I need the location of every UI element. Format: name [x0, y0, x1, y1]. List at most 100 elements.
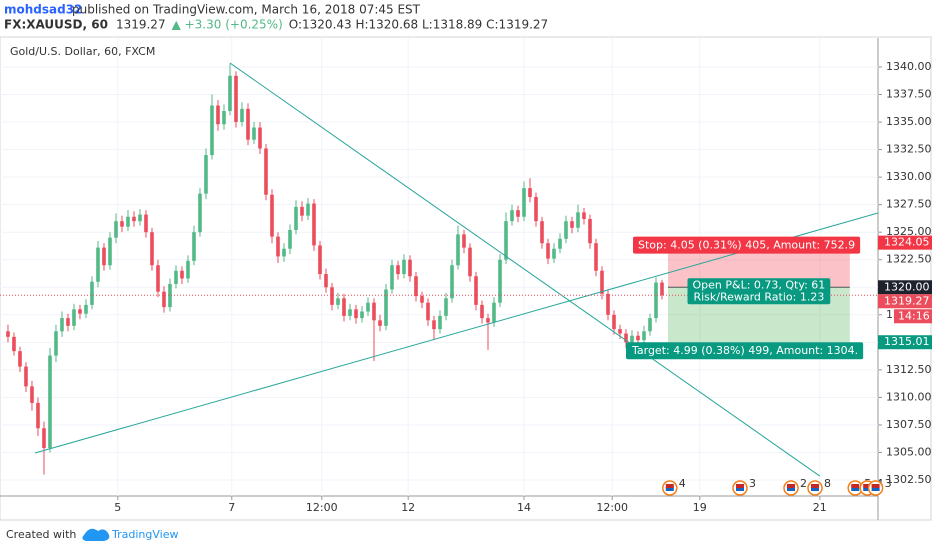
author[interactable]: mohdsad32: [4, 3, 82, 17]
price-tag: [878, 294, 932, 309]
x-tick-label: 12:00: [306, 501, 338, 514]
candle-body: [594, 243, 598, 271]
candle-body: [210, 105, 214, 156]
candle-body: [150, 232, 154, 266]
candle-body: [282, 248, 286, 257]
pnl-label: Open P&L: 0.73, Qty: 61: [692, 278, 825, 291]
candle-body: [414, 276, 418, 297]
candle-body: [54, 331, 58, 356]
candle-body: [276, 236, 280, 257]
candle-body: [450, 265, 454, 299]
candle-body: [288, 229, 292, 249]
event-flag: [665, 488, 674, 491]
candle-body: [492, 302, 496, 323]
target-label: Target: 4.99 (0.38%) 499, Amount: 1304.: [631, 344, 858, 357]
candle-body: [636, 335, 640, 341]
candle-body: [300, 206, 304, 216]
candle-body: [522, 188, 526, 217]
candle-body: [66, 318, 70, 326]
chart-frame: [0, 36, 932, 521]
candle-body: [528, 188, 532, 197]
candle-body: [486, 318, 490, 323]
candle-body: [12, 336, 16, 352]
candle-body: [576, 212, 580, 228]
candle-body: [24, 366, 28, 387]
candle-body: [504, 221, 508, 260]
candle-body: [474, 276, 478, 305]
candle-body: [36, 402, 40, 429]
candle-body: [558, 238, 562, 249]
price-tag-label: 1319.27: [884, 294, 930, 307]
candle-body: [42, 428, 46, 449]
candle-body: [366, 302, 370, 312]
event-count: 3: [885, 477, 892, 490]
candle-body: [564, 221, 568, 239]
candle-body: [48, 355, 52, 449]
header-value: 1319.27: [116, 18, 166, 32]
x-tick-label: 19: [693, 501, 707, 514]
candle-body: [216, 105, 220, 125]
candle-body: [372, 302, 376, 321]
plot: [0, 38, 878, 496]
y-tick-label: 1302.50: [886, 473, 932, 486]
y-tick-label: 1330.00: [886, 170, 932, 183]
candle-body: [132, 216, 136, 222]
candle-body: [264, 148, 268, 195]
candle-body: [426, 302, 430, 321]
countdown-bg: [894, 309, 932, 324]
published: published on TradingView.com, March 16, …: [72, 3, 421, 17]
event-flag: [871, 484, 880, 488]
candle-body: [582, 212, 586, 219]
candle-body: [420, 296, 424, 303]
candle-body: [126, 216, 130, 227]
candle-body: [438, 315, 442, 330]
candle-body: [60, 318, 64, 332]
candle-body: [354, 309, 358, 319]
price-tag-label: 1320.00: [884, 280, 930, 293]
y-tick-label: 1310.00: [886, 390, 932, 403]
event-flag: [851, 484, 860, 488]
header-value: O:1320.43 H:1320.68 L:1318.89 C:1319.27: [289, 18, 548, 32]
countdown: 14:16: [898, 309, 930, 322]
candle-body: [234, 75, 238, 123]
candle-body: [408, 259, 412, 277]
candle-body: [6, 331, 10, 337]
x-tick-label: 14: [517, 501, 531, 514]
candle-body: [318, 245, 322, 275]
y-tick-label: 1335.00: [886, 115, 932, 128]
rr-label: Risk/Reward Ratio: 1.23: [693, 290, 824, 303]
candle-body: [90, 281, 94, 305]
price-tag: [878, 280, 932, 295]
tv-logo: [82, 528, 110, 541]
y-tick-label: 1312.50: [886, 363, 932, 376]
candle-body: [156, 265, 160, 292]
y-tick-label: 1327.50: [886, 198, 932, 211]
chart-title: Gold/U.S. Dollar, 60, FXCM: [10, 45, 155, 58]
candle-body: [324, 274, 328, 288]
event-count: 2: [800, 477, 807, 490]
candle-body: [654, 282, 658, 319]
event-flag: [863, 488, 872, 491]
x-tick-label: 12:00: [596, 501, 628, 514]
y-tick-label: 1337.50: [886, 88, 932, 101]
candle-body: [432, 320, 436, 330]
footer-brand[interactable]: TradingView: [111, 528, 178, 541]
pnl-bg: [687, 278, 831, 305]
price-tag-label: 1324.05: [884, 236, 930, 249]
event-count: 8: [824, 477, 831, 490]
candle-body: [444, 298, 448, 316]
candle-body: [270, 194, 274, 237]
price-tag: [878, 235, 932, 250]
candle-body: [84, 304, 88, 314]
candle-body: [162, 291, 166, 308]
event-flag: [735, 488, 744, 491]
candle-body: [456, 234, 460, 266]
candle-body: [294, 206, 298, 230]
event-count: 3: [749, 477, 756, 490]
footer-created: Created with: [6, 528, 76, 541]
candle-body: [258, 127, 262, 149]
event-flag: [810, 484, 819, 488]
candle-body: [588, 218, 592, 244]
candle-body: [516, 210, 520, 217]
candle-body: [96, 247, 100, 282]
